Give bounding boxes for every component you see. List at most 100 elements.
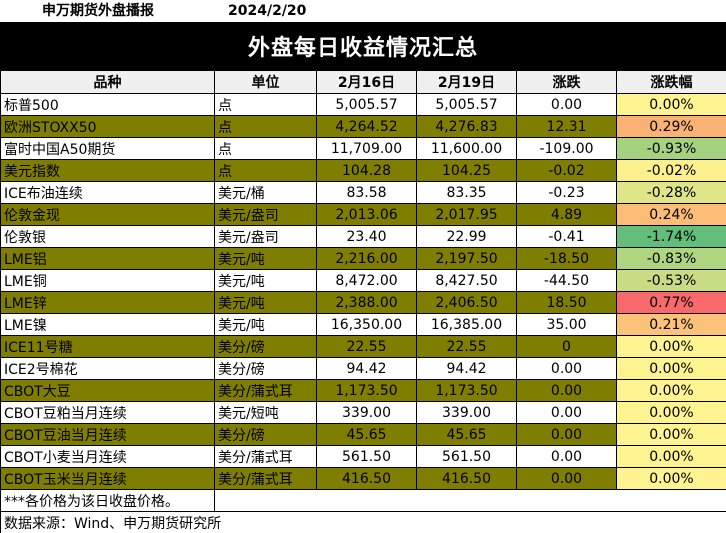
cell-pct-change: 0.77% bbox=[616, 291, 726, 314]
table-row: LME镍 美元/吨 16,350.00 16,385.00 35.00 0.21% bbox=[0, 313, 726, 336]
cell-date1-price: 561.50 bbox=[316, 445, 417, 468]
cell-pct-change: 0.00% bbox=[616, 467, 726, 490]
table-row: 伦敦金现 美元/盎司 2,013.06 2,017.95 4.89 0.24% bbox=[0, 203, 726, 226]
cell-change: 0.00 bbox=[516, 445, 617, 468]
cell-name: CBOT豆粕当月连续 bbox=[0, 401, 215, 424]
cell-change: 0.00 bbox=[516, 357, 617, 380]
table-header-row: 品种 单位 2月16日 2月19日 涨跌 涨跌幅 bbox=[0, 70, 726, 94]
table-row: 欧洲STOXX50 点 4,264.52 4,276.83 12.31 0.29% bbox=[0, 115, 726, 138]
cell-name: LME镍 bbox=[0, 313, 215, 336]
cell-date2-price: 561.50 bbox=[416, 445, 517, 468]
cell-date2-price: 22.55 bbox=[416, 335, 517, 358]
report-date: 2024/2/20 bbox=[228, 3, 307, 19]
cell-pct-change: 0.29% bbox=[616, 115, 726, 138]
cell-unit: 美分/磅 bbox=[214, 357, 317, 380]
source-cell: 数据来源：Wind、申万期货研究所 bbox=[0, 511, 726, 533]
cell-name: CBOT玉米当月连续 bbox=[0, 467, 215, 490]
cell-date1-price: 8,472.00 bbox=[316, 269, 417, 292]
cell-pct-change: -0.02% bbox=[616, 159, 726, 182]
footnote-text: ***各价格为该日收盘价格。 bbox=[4, 493, 179, 510]
cell-date1-price: 16,350.00 bbox=[316, 313, 417, 336]
col-header-date2: 2月19日 bbox=[416, 70, 517, 94]
cell-date1-price: 22.55 bbox=[316, 335, 417, 358]
cell-change: 4.89 bbox=[516, 203, 617, 226]
cell-unit: 美元/盎司 bbox=[214, 225, 317, 248]
cell-date2-price: 94.42 bbox=[416, 357, 517, 380]
cell-date1-price: 5,005.57 bbox=[316, 93, 417, 116]
footnote-empty-cell bbox=[214, 489, 726, 512]
table-row: LME铝 美元/吨 2,216.00 2,197.50 -18.50 -0.83% bbox=[0, 247, 726, 270]
cell-unit: 美元/吨 bbox=[214, 247, 317, 270]
cell-name: 富时中国A50期货 bbox=[0, 137, 215, 160]
cell-date2-price: 2,197.50 bbox=[416, 247, 517, 270]
cell-pct-change: -0.83% bbox=[616, 247, 726, 270]
table-body: 标普500 点 5,005.57 5,005.57 0.00 0.00% 欧洲STOXX50… bbox=[0, 93, 726, 490]
cell-date1-price: 2,216.00 bbox=[316, 247, 417, 270]
cell-change: -0.23 bbox=[516, 181, 617, 204]
cell-change: 0 bbox=[516, 335, 617, 358]
col-header-change: 涨跌 bbox=[516, 70, 617, 94]
col-header-date1: 2月16日 bbox=[316, 70, 417, 94]
cell-name: 美元指数 bbox=[0, 159, 215, 182]
cell-change: -109.00 bbox=[516, 137, 617, 160]
cell-name: CBOT小麦当月连续 bbox=[0, 445, 215, 468]
cell-pct-change: -0.53% bbox=[616, 269, 726, 292]
cell-name: 标普500 bbox=[0, 93, 215, 116]
col-header-pct: 涨跌幅 bbox=[616, 70, 726, 94]
cell-change: 35.00 bbox=[516, 313, 617, 336]
footnote-cell: ***各价格为该日收盘价格。 bbox=[0, 489, 215, 512]
cell-unit: 美元/吨 bbox=[214, 291, 317, 314]
cell-date2-price: 2,017.95 bbox=[416, 203, 517, 226]
table-row: CBOT小麦当月连续 美分/蒲式耳 561.50 561.50 0.00 0.00% bbox=[0, 445, 726, 468]
cell-unit: 点 bbox=[214, 137, 317, 160]
cell-pct-change: 0.00% bbox=[616, 401, 726, 424]
cell-unit: 美分/蒲式耳 bbox=[214, 467, 317, 490]
cell-name: 伦敦银 bbox=[0, 225, 215, 248]
cell-date1-price: 11,709.00 bbox=[316, 137, 417, 160]
cell-date2-price: 8,427.50 bbox=[416, 269, 517, 292]
cell-unit: 美分/蒲式耳 bbox=[214, 379, 317, 402]
table-row: LME锌 美元/吨 2,388.00 2,406.50 18.50 0.77% bbox=[0, 291, 726, 314]
table-row: CBOT豆粕当月连续 美元/短吨 339.00 339.00 0.00 0.00% bbox=[0, 401, 726, 424]
cell-unit: 美分/磅 bbox=[214, 423, 317, 446]
cell-date2-price: 2,406.50 bbox=[416, 291, 517, 314]
quote-table: 品种 单位 2月16日 2月19日 涨跌 涨跌幅 标普500 点 5,005.57 5… bbox=[0, 70, 726, 533]
cell-unit: 美分/磅 bbox=[214, 335, 317, 358]
cell-date2-price: 45.65 bbox=[416, 423, 517, 446]
cell-name: LME铜 bbox=[0, 269, 215, 292]
report-title-banner: 外盘每日收益情况汇总 bbox=[0, 22, 726, 70]
cell-pct-change: 0.00% bbox=[616, 335, 726, 358]
cell-date2-price: 4,276.83 bbox=[416, 115, 517, 138]
cell-change: 0.00 bbox=[516, 93, 617, 116]
cell-date2-price: 104.25 bbox=[416, 159, 517, 182]
cell-change: 12.31 bbox=[516, 115, 617, 138]
cell-change: 0.00 bbox=[516, 467, 617, 490]
cell-name: ICE2号棉花 bbox=[0, 357, 215, 380]
cell-date2-price: 1,173.50 bbox=[416, 379, 517, 402]
cell-name: LME锌 bbox=[0, 291, 215, 314]
cell-unit: 点 bbox=[214, 93, 317, 116]
cell-pct-change: 0.00% bbox=[616, 93, 726, 116]
cell-date2-price: 416.50 bbox=[416, 467, 517, 490]
cell-pct-change: 0.00% bbox=[616, 379, 726, 402]
cell-pct-change: -0.28% bbox=[616, 181, 726, 204]
table-row: CBOT玉米当月连续 美分/蒲式耳 416.50 416.50 0.00 0.00% bbox=[0, 467, 726, 490]
cell-date1-price: 23.40 bbox=[316, 225, 417, 248]
cell-pct-change: 0.00% bbox=[616, 423, 726, 446]
cell-date1-price: 339.00 bbox=[316, 401, 417, 424]
cell-name: CBOT豆油当月连续 bbox=[0, 423, 215, 446]
cell-change: -18.50 bbox=[516, 247, 617, 270]
footnote-row: ***各价格为该日收盘价格。 bbox=[0, 489, 726, 512]
cell-date1-price: 104.28 bbox=[316, 159, 417, 182]
cell-date2-price: 22.99 bbox=[416, 225, 517, 248]
source-text: 数据来源：Wind、申万期货研究所 bbox=[4, 515, 222, 532]
table-row: ICE布油连续 美元/桶 83.58 83.35 -0.23 -0.28% bbox=[0, 181, 726, 204]
cell-date1-price: 4,264.52 bbox=[316, 115, 417, 138]
cell-date1-price: 45.65 bbox=[316, 423, 417, 446]
cell-name: 伦敦金现 bbox=[0, 203, 215, 226]
cell-change: 0.00 bbox=[516, 401, 617, 424]
table-row: 伦敦银 美元/盎司 23.40 22.99 -0.41 -1.74% bbox=[0, 225, 726, 248]
cell-change: 0.00 bbox=[516, 379, 617, 402]
cell-change: 0.00 bbox=[516, 423, 617, 446]
cell-unit: 美分/蒲式耳 bbox=[214, 445, 317, 468]
